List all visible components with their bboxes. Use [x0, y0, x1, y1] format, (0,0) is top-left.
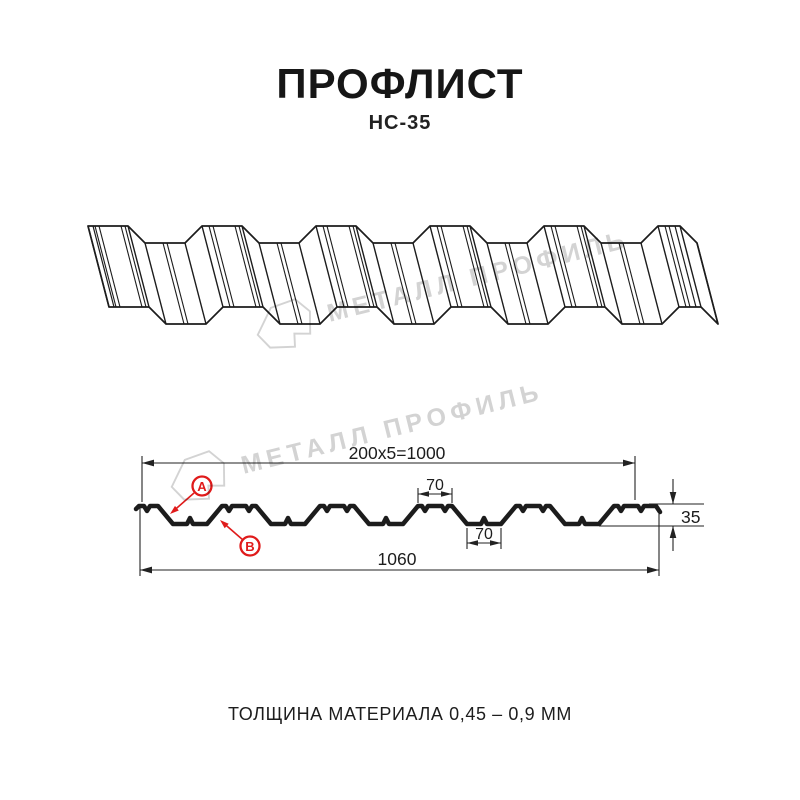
- page-title: ПРОФЛИСТ: [276, 60, 524, 107]
- dimension-rib-top: 70: [417, 477, 453, 503]
- dimension-top-width-label: 200x5=1000: [349, 443, 446, 463]
- profile-outline: [133, 503, 663, 527]
- dimension-rib-top-label: 70: [426, 477, 444, 494]
- callout-b: В: [220, 520, 261, 557]
- callout-a: А: [170, 475, 213, 514]
- dimension-total-width-label: 1060: [378, 549, 417, 569]
- callout-a-label: А: [197, 479, 207, 494]
- thickness-note: ТОЛЩИНА МАТЕРИАЛА 0,45 – 0,9 ММ: [227, 704, 573, 724]
- dimension-rib-bottom: 70: [466, 526, 502, 549]
- dimension-height-label: 35: [681, 507, 700, 527]
- dimension-total-width: 1060: [139, 508, 660, 576]
- dimension-top-width: 200x5=1000: [141, 443, 636, 502]
- profile-code: НС-35: [368, 112, 432, 134]
- dimension-rib-bottom-label: 70: [475, 526, 493, 543]
- callout-b-label: В: [245, 539, 254, 554]
- dimension-height: 35: [599, 479, 704, 551]
